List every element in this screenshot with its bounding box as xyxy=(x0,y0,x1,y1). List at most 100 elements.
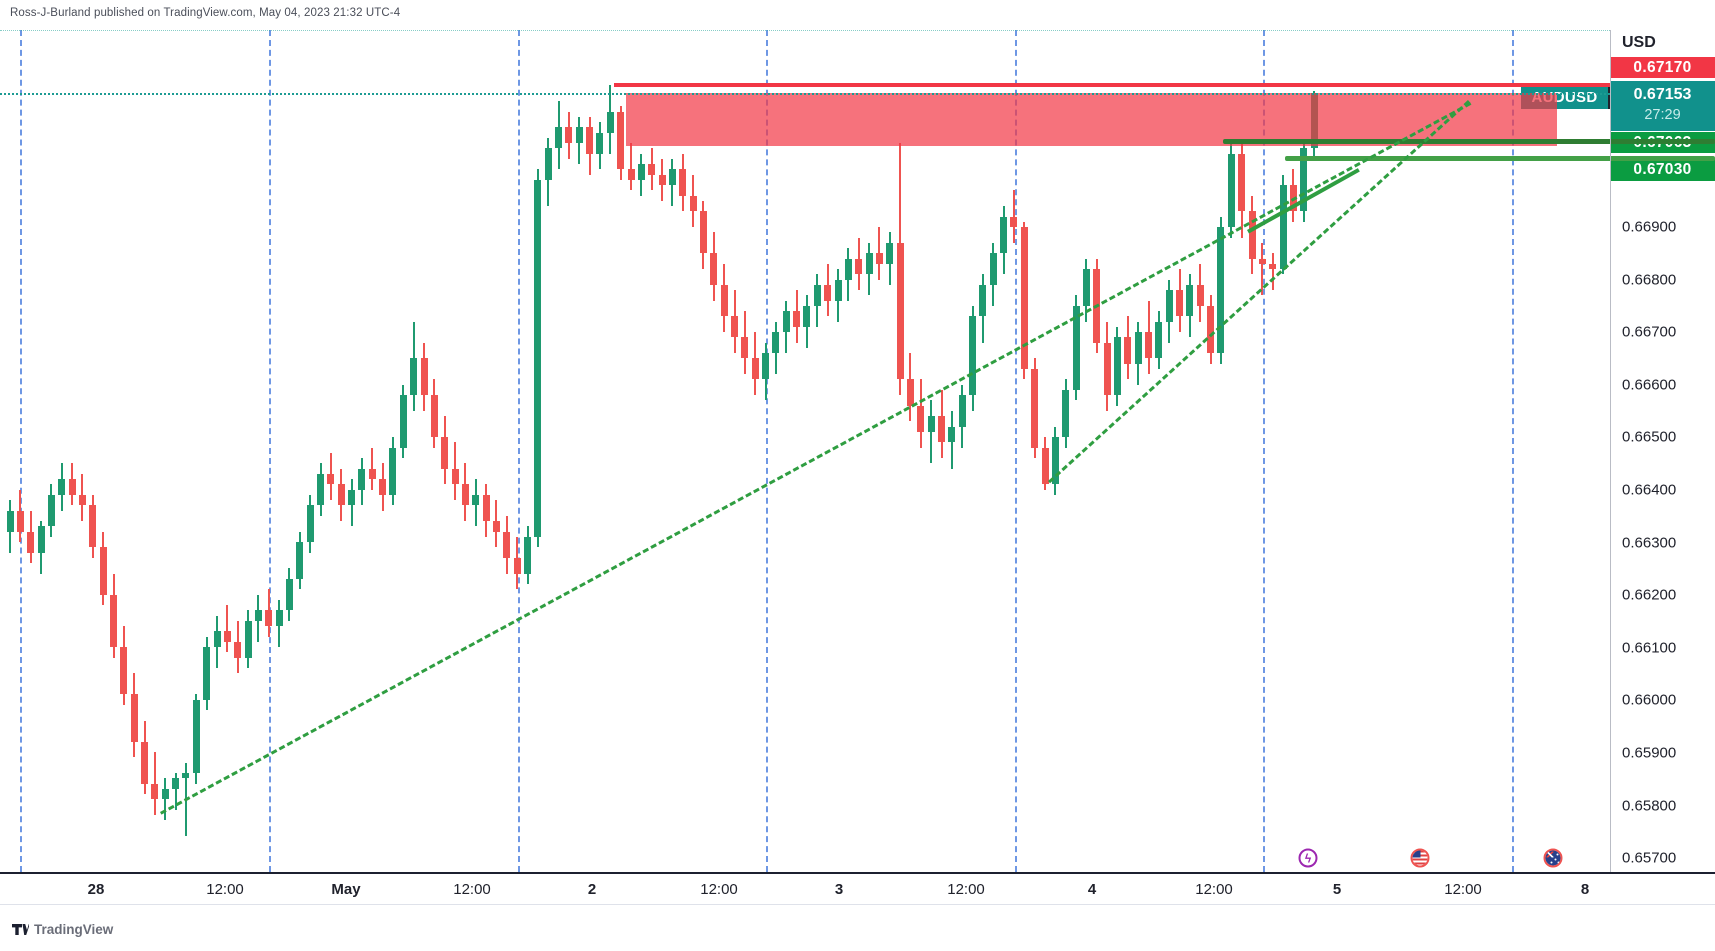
support-line-1[interactable] xyxy=(1223,138,1715,144)
candle-up xyxy=(244,620,252,658)
last-price-badge: 0.67153 27:29 xyxy=(1610,81,1715,131)
vertical-gridline xyxy=(20,30,22,872)
candle-up xyxy=(1062,389,1070,437)
vertical-gridline xyxy=(518,30,520,872)
candle-down xyxy=(1145,332,1152,359)
steep-uptrend-trendline[interactable] xyxy=(1048,100,1471,484)
candle-up xyxy=(1165,290,1173,322)
candle-wick xyxy=(1261,242,1264,296)
candle-up xyxy=(637,164,645,180)
candle-down xyxy=(1176,290,1184,317)
candle-up xyxy=(182,773,190,779)
candle-down xyxy=(617,111,625,170)
candle-down xyxy=(234,641,242,658)
supply-zone-rectangle[interactable] xyxy=(626,93,1557,146)
candle-up xyxy=(296,542,304,579)
candle-up xyxy=(555,127,563,149)
candle-down xyxy=(824,284,832,301)
candle-down xyxy=(658,174,666,185)
support2-price-badge: 0.67030 xyxy=(1610,158,1715,181)
candle-down xyxy=(720,284,728,317)
candle-down xyxy=(1238,153,1246,212)
vertical-gridline xyxy=(1512,30,1514,872)
candle-up xyxy=(1300,148,1308,212)
candle-wick xyxy=(630,143,632,191)
candle-up xyxy=(544,148,552,180)
candle-up xyxy=(47,494,55,527)
candle-down xyxy=(337,484,345,506)
candle-down xyxy=(461,484,469,506)
candle-down xyxy=(741,337,749,359)
candle-down xyxy=(78,494,86,506)
candle-up xyxy=(254,610,262,621)
time-tick-label: 5 xyxy=(1332,881,1342,898)
candle-down xyxy=(1207,305,1215,353)
candle-down xyxy=(1010,216,1018,227)
candle-up xyxy=(1186,284,1194,317)
price-tick-label: 0.66400 xyxy=(1622,481,1677,499)
candle-down xyxy=(731,316,738,338)
candle-up xyxy=(834,279,842,301)
candle-down xyxy=(265,610,273,626)
us-flag-icon[interactable] xyxy=(1410,848,1430,868)
candle-up xyxy=(1155,321,1163,359)
candle-down xyxy=(1041,447,1049,485)
candle-down xyxy=(627,169,635,180)
candle-up xyxy=(979,284,987,317)
vertical-gridline xyxy=(1015,30,1017,872)
price-tick-label: 0.66900 xyxy=(1622,218,1677,236)
resistance-price-badge: 0.67170 xyxy=(1610,57,1715,78)
price-tick-label: 0.66000 xyxy=(1622,691,1677,709)
candle-down xyxy=(89,505,97,548)
candle-down xyxy=(68,479,76,495)
candle-down xyxy=(751,358,759,380)
candle-down xyxy=(27,531,35,553)
candle-up xyxy=(37,526,45,553)
candle-down xyxy=(1289,185,1297,212)
time-tick-label: 12:00 xyxy=(453,881,491,898)
candle-down xyxy=(1020,227,1028,369)
price-tick-label: 0.66200 xyxy=(1622,586,1677,604)
candle-down xyxy=(938,416,945,443)
candle-down xyxy=(110,594,117,647)
candle-up xyxy=(1000,216,1008,254)
price-tick-label: 0.65800 xyxy=(1622,797,1677,815)
candle-down xyxy=(141,741,149,784)
lightning-icon[interactable]: ϟ xyxy=(1298,848,1318,868)
current-price-line xyxy=(0,93,1610,96)
au-flag-icon[interactable] xyxy=(1543,848,1563,868)
candle-up xyxy=(886,242,894,264)
price-tick-label: 0.66800 xyxy=(1622,271,1677,289)
quote-currency-label: USD xyxy=(1622,34,1656,51)
candle-down xyxy=(513,557,521,574)
candle-down xyxy=(855,258,863,275)
candle-down xyxy=(1269,263,1277,269)
candle-down xyxy=(120,647,128,695)
candle-down xyxy=(420,358,428,395)
last-price-value: 0.67153 xyxy=(1633,86,1692,103)
long-uptrend-trendline[interactable] xyxy=(160,102,1472,815)
candle-down xyxy=(503,531,511,558)
vertical-gridline xyxy=(1263,30,1265,872)
support-line-2[interactable] xyxy=(1285,156,1715,162)
candle-wick xyxy=(1271,253,1274,290)
candle-down xyxy=(16,510,24,532)
candle-up xyxy=(813,284,821,306)
candle-down xyxy=(1258,258,1266,264)
vertical-gridline xyxy=(766,30,768,872)
time-tick-label: 12:00 xyxy=(206,881,244,898)
candle-down xyxy=(896,242,904,380)
candle-down xyxy=(1196,284,1204,306)
candle-wick xyxy=(174,773,177,810)
candle-up xyxy=(472,494,480,506)
candle-down xyxy=(906,379,914,406)
time-tick-label: May xyxy=(331,881,361,898)
resistance-line[interactable] xyxy=(614,83,1610,88)
tradingview-logo[interactable]: TradingView xyxy=(12,921,113,938)
candle-up xyxy=(1072,305,1080,390)
candle-up xyxy=(161,788,169,800)
price-tick-label: 0.66300 xyxy=(1622,534,1677,552)
candle-up xyxy=(6,510,14,532)
candle-down xyxy=(917,405,925,432)
time-axis[interactable] xyxy=(0,872,1715,905)
